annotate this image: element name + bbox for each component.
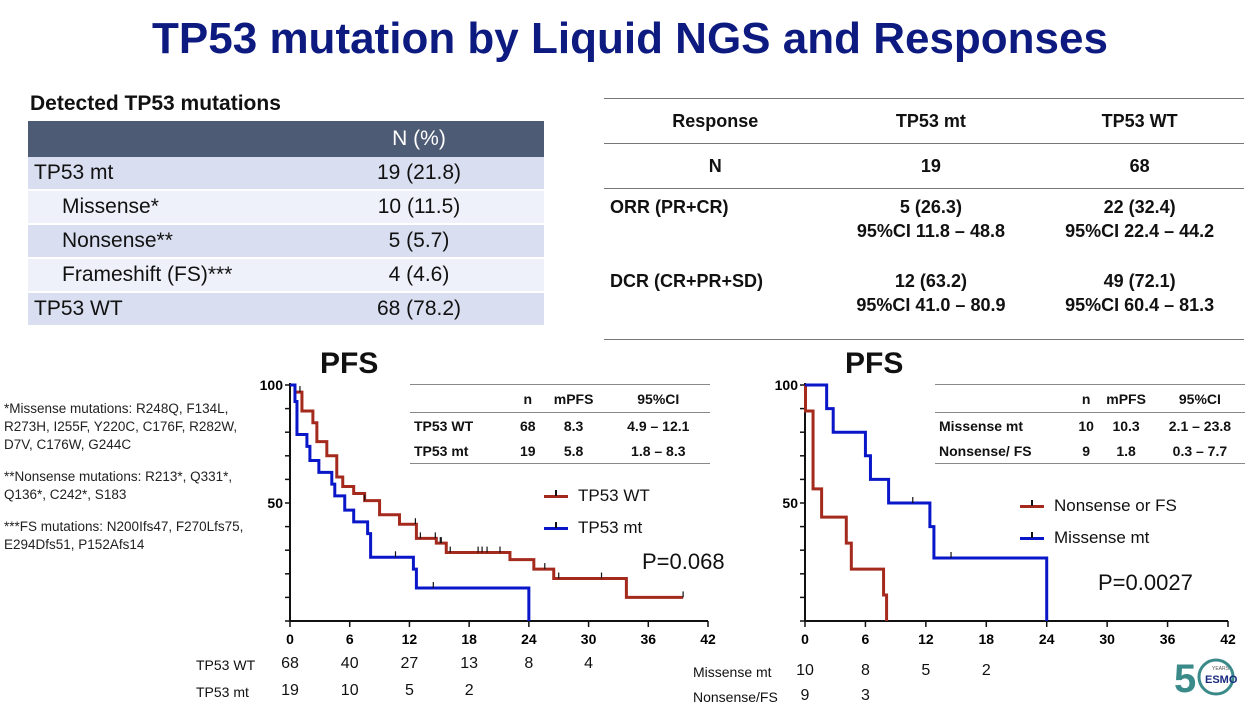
legend-item-tp53-wt: TP53 WT	[544, 486, 650, 506]
x-tick-label: 12	[918, 631, 934, 647]
x-tick-label: 0	[286, 631, 294, 647]
chart1-p-value: P=0.068	[642, 549, 725, 574]
response-table: Response TP53 mt TP53 WT N 19 68 ORR (PR+CR)…	[604, 98, 1244, 340]
legend-item-missense: Missense mt	[1020, 528, 1149, 548]
at-risk-value: 8	[524, 655, 534, 672]
orr-row: ORR (PR+CR) 5 (26.3) 95%CI 11.8 – 48.8 22…	[610, 197, 1215, 241]
table-row: Nonsense** 5 (5.7)	[28, 224, 544, 259]
at-risk-value: 3	[860, 687, 870, 704]
at-risk-value: 40	[340, 655, 359, 672]
at-risk-value: 2	[464, 682, 474, 699]
at-risk-value: 8	[860, 662, 870, 679]
km-curve-nonsense-or-fs	[804, 383, 889, 621]
x-tick-label: 42	[1220, 631, 1236, 647]
risk-label: TP53 WT	[196, 657, 256, 673]
chart1-inset-table: n mPFS 95%CI TP53 WT 68 8.3 4.9 – 12.1 TP53 m…	[410, 384, 710, 464]
y-tick-label: 100	[775, 377, 799, 393]
x-tick-label: 18	[461, 631, 477, 647]
x-tick-label: 36	[1160, 631, 1176, 647]
at-risk-value: 4	[584, 655, 594, 672]
legend-swatch	[1020, 499, 1044, 508]
svg-text:YEARS: YEARS	[1212, 666, 1230, 672]
x-tick-label: 6	[346, 631, 354, 647]
chart2-inset-table: n mPFS 95%CI Missense mt 10 10.3 2.1 – 23.8 N…	[935, 384, 1245, 464]
at-risk-value: 27	[400, 655, 419, 672]
svg-text:5: 5	[1174, 657, 1196, 701]
at-risk-value: 13	[460, 655, 479, 672]
at-risk-value: 10	[340, 682, 359, 699]
svg-text:ESMO: ESMO	[1205, 674, 1238, 686]
km-curve-tp53-wt	[290, 383, 684, 599]
x-tick-label: 6	[862, 631, 870, 647]
x-tick-label: 42	[700, 631, 716, 647]
x-tick-label: 0	[801, 631, 809, 647]
table-row: Frameshift (FS)*** 4 (4.6)	[28, 258, 544, 293]
chart2-p-value: P=0.0027	[1098, 570, 1193, 595]
x-tick-label: 24	[521, 631, 537, 647]
risk-label: Missense mt	[693, 664, 772, 680]
table-row: TP53 mt 19 (21.8)	[28, 157, 544, 191]
legend-swatch	[544, 489, 568, 498]
at-risk-value: 19	[281, 682, 299, 699]
x-tick-label: 18	[978, 631, 994, 647]
col-header: N (%)	[294, 121, 544, 157]
chart2-title: PFS	[845, 347, 904, 380]
at-risk-value: 5	[404, 682, 414, 699]
missense-note: *Missense mutations: R248Q, F134L, R273H…	[4, 401, 238, 452]
mutations-heading: Detected TP53 mutations	[30, 92, 281, 115]
y-tick-label: 100	[260, 377, 284, 393]
mutations-table: N (%) TP53 mt 19 (21.8) Missense* 10 (11.5…	[28, 121, 544, 327]
legend-swatch	[1020, 531, 1044, 540]
at-risk-value: 5	[921, 662, 931, 679]
legend-swatch	[544, 521, 568, 530]
dcr-row: DCR (CR+PR+SD) 12 (63.2) 95%CI 41.0 – 80.…	[604, 265, 1244, 340]
x-tick-label: 30	[1099, 631, 1115, 647]
km-curve-missense-mt	[805, 383, 1049, 621]
x-tick-label: 12	[402, 631, 418, 647]
risk-label: Nonsense/FS	[693, 689, 778, 705]
legend-item-nonsense: Nonsense or FS	[1020, 496, 1177, 516]
x-tick-label: 30	[581, 631, 597, 647]
x-tick-label: 36	[640, 631, 656, 647]
at-risk-value: 68	[281, 655, 299, 672]
y-tick-label: 50	[267, 495, 283, 511]
y-tick-label: 50	[782, 495, 798, 511]
risk-label: TP53 mt	[196, 684, 249, 700]
pfs-chart-subtype: 50 100 0 6 12 18 24 30 36 42	[775, 377, 1236, 647]
table-row: Missense* 10 (11.5)	[28, 190, 544, 225]
km-curve-tp53-mt	[290, 383, 531, 621]
at-risk-value: 10	[796, 662, 814, 679]
esmo-logo: 5 YEARS ESMO	[1174, 657, 1238, 701]
table-row: TP53 WT 68 (78.2)	[28, 292, 544, 327]
legend-item-tp53-mt: TP53 mt	[544, 518, 642, 538]
chart1-title: PFS	[320, 347, 379, 380]
at-risk-value: 9	[800, 687, 810, 704]
slide-title: TP53 mutation by Liquid NGS and Response…	[152, 14, 1108, 63]
nonsense-note: **Nonsense mutations: R213*, Q331*, Q136…	[4, 469, 233, 502]
at-risk-value: 2	[981, 662, 991, 679]
x-tick-label: 24	[1039, 631, 1055, 647]
pfs-chart-tp53: 50 100 0 6 12 18 24 30 36 42	[260, 377, 716, 647]
fs-note: ***FS mutations: N200Ifs47, F270Lfs75, E…	[4, 519, 244, 552]
